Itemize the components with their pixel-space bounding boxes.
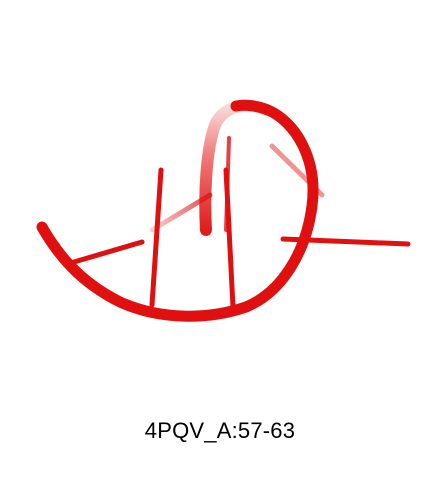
backbone-front-strand [36,99,319,322]
rna-cartoon-render [36,99,411,322]
back-base-sticks [149,143,325,233]
base-stick-4 [280,236,411,247]
base-stick-2 [149,167,164,308]
structure-caption: 4PQV_A:57-63 [144,418,296,443]
base-stick-5 [224,136,231,232]
base-stick-1 [71,239,145,265]
backbone-back-strand [199,99,272,236]
front-base-sticks [71,136,411,310]
